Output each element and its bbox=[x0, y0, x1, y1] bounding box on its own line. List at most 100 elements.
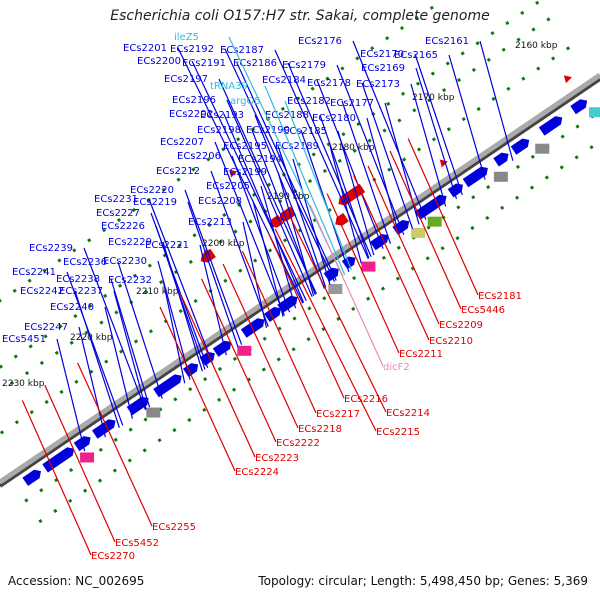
tick-mark bbox=[114, 310, 119, 315]
label-leader-line bbox=[414, 53, 463, 196]
label-leader-line bbox=[242, 221, 268, 328]
reverse-gene-arrow bbox=[563, 75, 572, 84]
tick-mark bbox=[589, 145, 594, 150]
reverse-gene-arrow bbox=[335, 213, 349, 226]
tick-mark bbox=[426, 225, 431, 230]
label-leader-line bbox=[274, 228, 377, 432]
label-leader-line bbox=[292, 158, 331, 285]
tick-mark bbox=[68, 467, 74, 473]
tick-mark bbox=[397, 118, 402, 123]
reverse-gene-arrow bbox=[200, 248, 216, 263]
tick-mark bbox=[387, 167, 392, 172]
tick-mark bbox=[54, 350, 59, 355]
tick-mark bbox=[456, 205, 461, 210]
tick-mark bbox=[491, 96, 496, 101]
tick-mark bbox=[440, 246, 445, 251]
tick-mark bbox=[351, 306, 356, 311]
tick-mark bbox=[531, 27, 536, 32]
tick-mark bbox=[414, 15, 419, 21]
tick-mark bbox=[395, 276, 400, 281]
label-leader-line bbox=[277, 171, 315, 296]
tick-mark bbox=[352, 148, 357, 153]
tick-mark bbox=[476, 106, 481, 112]
label-leader-line bbox=[448, 54, 486, 180]
label-leader-line bbox=[66, 271, 124, 426]
feature-block bbox=[493, 171, 508, 182]
tick-mark bbox=[28, 344, 33, 349]
label-leader-line bbox=[218, 78, 318, 295]
tick-mark bbox=[250, 127, 256, 132]
tick-mark bbox=[536, 66, 541, 71]
tick-mark bbox=[161, 187, 166, 192]
tick-mark bbox=[128, 427, 133, 432]
tick-mark bbox=[386, 101, 391, 106]
tick-mark bbox=[172, 428, 177, 433]
reverse-gene-label: ECs2181 bbox=[478, 291, 522, 302]
forward-gene-label: ECs2231 bbox=[94, 194, 138, 205]
label-leader-line bbox=[479, 40, 514, 161]
tick-mark bbox=[236, 137, 241, 142]
tick-mark bbox=[322, 296, 327, 301]
tick-mark bbox=[202, 407, 207, 412]
forward-gene-label: ECs2238 bbox=[56, 274, 100, 285]
tick-mark bbox=[193, 298, 198, 304]
forward-gene-label: ECs2237 bbox=[59, 286, 103, 297]
forward-gene-label: ECs2169 bbox=[361, 63, 405, 74]
tick-mark bbox=[276, 357, 281, 362]
axis-shadow bbox=[0, 77, 600, 488]
label-leader-line bbox=[110, 278, 151, 408]
label-leader-line bbox=[150, 212, 209, 368]
label-leader-line bbox=[104, 306, 134, 419]
tick-mark bbox=[87, 238, 92, 243]
label-leader-line bbox=[162, 241, 203, 372]
tick-mark bbox=[10, 381, 15, 386]
tick-mark bbox=[455, 236, 460, 241]
forward-gene-label: ECs2247 bbox=[24, 322, 68, 333]
tick-mark bbox=[88, 303, 93, 309]
forward-gene-arrow bbox=[538, 116, 563, 136]
tick-mark bbox=[97, 478, 103, 483]
forward-gene-label: ECs2213 bbox=[188, 217, 232, 228]
tick-mark bbox=[238, 268, 243, 273]
tick-mark bbox=[13, 354, 18, 359]
tick-mark bbox=[530, 154, 535, 159]
forward-gene-label: ECs2185 bbox=[283, 126, 327, 137]
reverse-gene-label: ECs2270 bbox=[91, 551, 135, 562]
tick-mark bbox=[131, 207, 136, 213]
tick-mark bbox=[559, 165, 564, 170]
label-leader-line bbox=[21, 400, 92, 556]
tick-mark bbox=[24, 370, 30, 376]
tick-mark bbox=[442, 88, 447, 93]
tick-mark bbox=[516, 37, 521, 42]
tick-mark bbox=[113, 437, 118, 442]
forward-gene-label: ECs2205 bbox=[206, 181, 250, 192]
forward-gene-arrow bbox=[42, 447, 75, 473]
label-leader-line bbox=[222, 263, 299, 429]
forward-gene-label: ECs2193 bbox=[200, 110, 244, 121]
topology-summary: Topology: circular; Length: 5,498,450 bp… bbox=[258, 574, 588, 588]
label-leader-line bbox=[264, 85, 346, 275]
label-leader-line bbox=[199, 244, 227, 356]
tick-mark bbox=[69, 340, 74, 345]
label-leader-line bbox=[300, 129, 350, 273]
label-leader-line bbox=[277, 145, 327, 288]
forward-gene-label: ECs2242 bbox=[20, 286, 64, 297]
tick-mark bbox=[560, 134, 565, 139]
forward-gene-label: ECs2226 bbox=[101, 221, 145, 232]
tick-mark bbox=[177, 243, 182, 248]
label-leader-line bbox=[366, 117, 401, 238]
tick-mark bbox=[282, 238, 288, 243]
forward-gene-label: ECs2227 bbox=[96, 208, 140, 219]
feature-block bbox=[146, 407, 161, 418]
tick-mark bbox=[307, 178, 313, 184]
forward-gene-label: ECs2180 bbox=[312, 113, 356, 124]
label-leader-line bbox=[329, 145, 362, 264]
reverse-gene-arrow bbox=[229, 169, 238, 178]
tick-mark bbox=[490, 31, 495, 36]
forward-gene-arrow bbox=[73, 436, 91, 452]
feature-block bbox=[427, 216, 442, 227]
label-leader-line bbox=[78, 326, 106, 438]
forward-gene-label: ECs2195 bbox=[223, 141, 267, 152]
label-leader-line bbox=[367, 165, 440, 325]
